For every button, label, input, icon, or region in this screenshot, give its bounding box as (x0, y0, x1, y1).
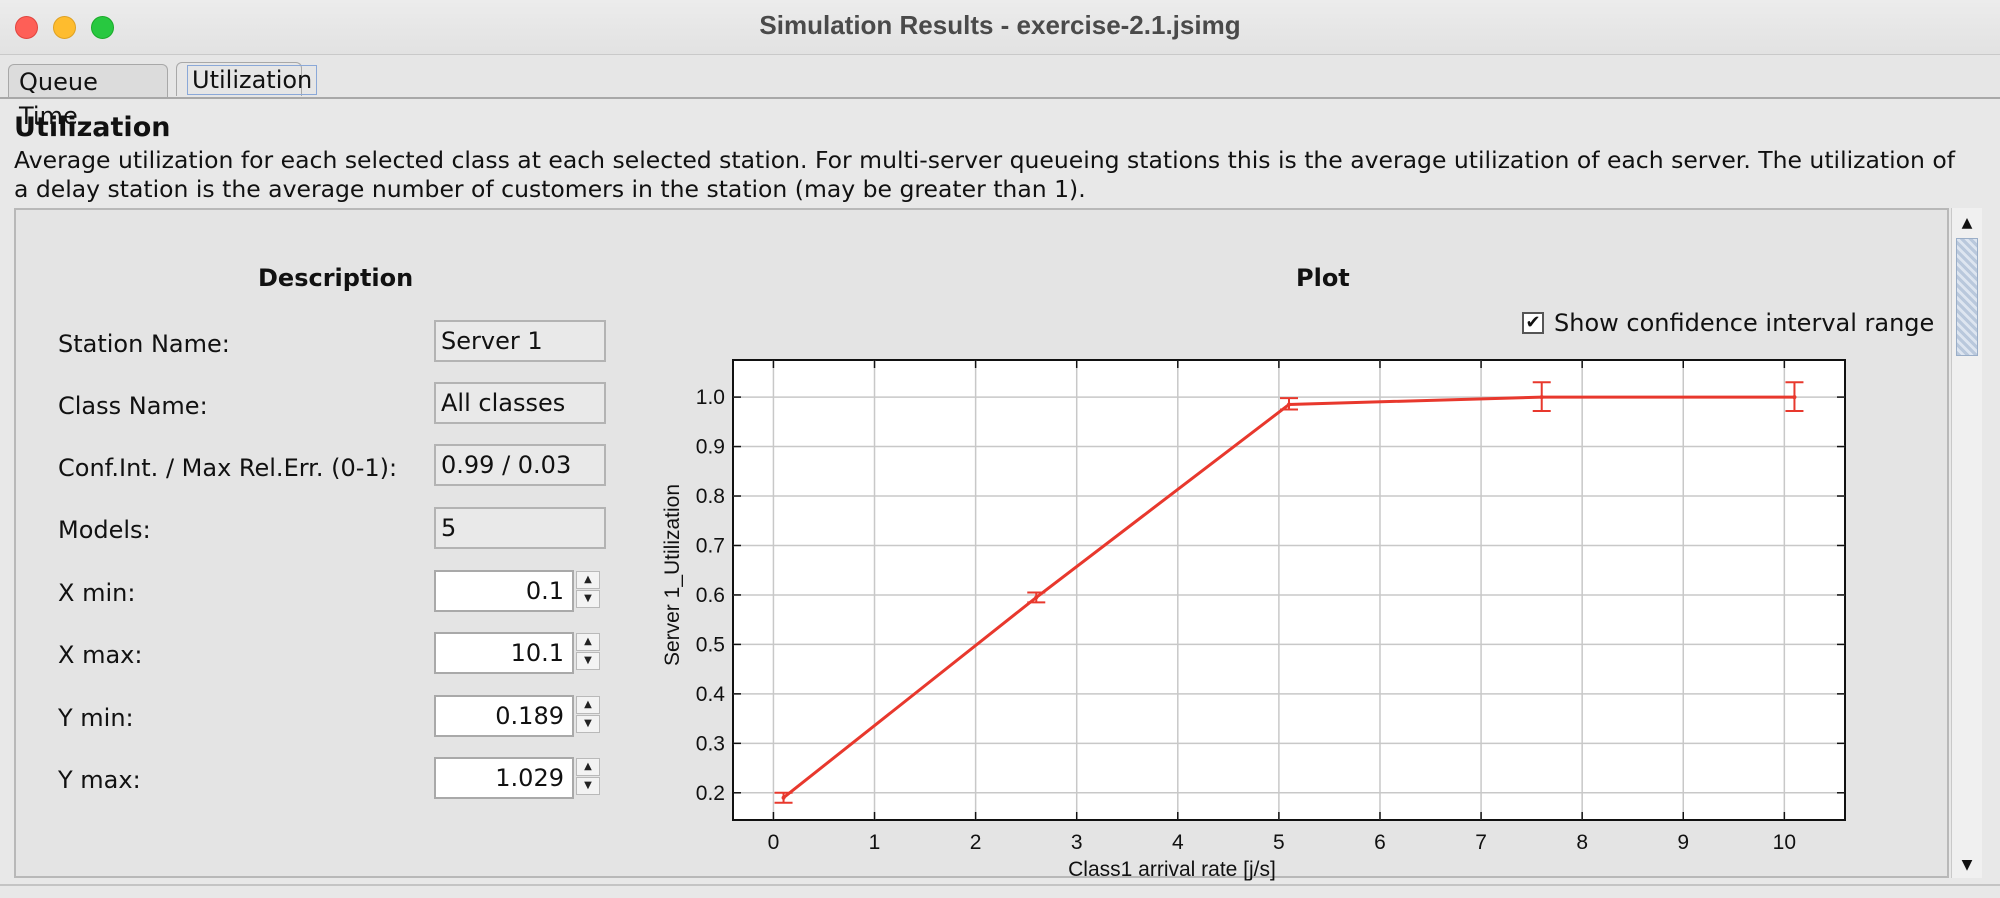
data-point (1287, 402, 1291, 407)
x-axis-title: Class1 arrival rate [j/s] (1068, 858, 1276, 881)
x-tick-label: 2 (970, 831, 982, 854)
show-ci-label[interactable]: Show confidence interval range (1554, 309, 1935, 337)
conf-int-field: 0.99 / 0.03 (434, 444, 606, 486)
increment-arrow-icon[interactable]: ▲ (576, 571, 600, 589)
y-min-stepper[interactable]: ▲ ▼ (576, 695, 604, 737)
y-min-input[interactable]: 0.189 (434, 695, 574, 737)
x-tick-label: 8 (1576, 831, 1588, 854)
vertical-scrollbar[interactable]: ▲ ▼ (1951, 208, 1982, 878)
y-tick-label: 0.4 (696, 683, 726, 706)
y-tick-label: 0.5 (696, 633, 725, 656)
decrement-arrow-icon[interactable]: ▼ (576, 777, 600, 795)
tab-strip (0, 55, 2000, 99)
show-ci-checkbox[interactable]: ✔ (1522, 312, 1544, 334)
x-tick-label: 6 (1374, 831, 1386, 854)
class-name-label: Class Name: (58, 392, 208, 420)
y-max-label: Y max: (58, 766, 141, 794)
data-point (781, 795, 786, 800)
increment-arrow-icon[interactable]: ▲ (576, 696, 600, 714)
x-tick-label: 9 (1677, 831, 1689, 854)
tab-divider (0, 97, 2000, 99)
y-tick-label: 0.9 (696, 436, 725, 459)
x-min-stepper[interactable]: ▲ ▼ (576, 570, 604, 612)
x-tick-label: 5 (1273, 831, 1285, 854)
y-tick-label: 0.6 (696, 584, 725, 607)
increment-arrow-icon[interactable]: ▲ (576, 758, 600, 776)
x-tick-label: 10 (1773, 831, 1796, 854)
x-tick-label: 0 (768, 831, 780, 854)
y-axis-title: Server 1_Utilization (661, 484, 684, 666)
y-min-label: Y min: (58, 704, 134, 732)
page-description: Average utilization for each selected cl… (14, 146, 1955, 203)
tab-utilization[interactable]: Utilization (176, 62, 318, 96)
close-window-button[interactable] (15, 16, 38, 39)
scroll-up-arrow-icon[interactable]: ▲ (1961, 215, 1973, 231)
plot-heading: Plot (1296, 264, 1350, 292)
page-title: Utilization (14, 112, 171, 143)
x-max-input[interactable]: 10.1 (434, 632, 574, 674)
scroll-down-arrow-icon[interactable]: ▼ (1961, 857, 1973, 873)
x-tick-label: 4 (1172, 831, 1184, 854)
decrement-arrow-icon[interactable]: ▼ (576, 590, 600, 608)
y-max-input[interactable]: 1.029 (434, 757, 574, 799)
increment-arrow-icon[interactable]: ▲ (576, 633, 600, 651)
x-min-input[interactable]: 0.1 (434, 570, 574, 612)
x-tick-label: 7 (1475, 831, 1487, 854)
conf-int-label: Conf.Int. / Max Rel.Err. (0-1): (58, 454, 398, 482)
scrollbar-thumb[interactable] (1956, 238, 1978, 356)
data-point (1792, 395, 1797, 400)
window-bottom-border (0, 884, 2000, 886)
y-max-stepper[interactable]: ▲ ▼ (576, 757, 604, 799)
tab-queue-time[interactable]: Queue Time (8, 64, 168, 130)
tab-utilization-label: Utilization (187, 65, 318, 95)
models-label: Models: (58, 516, 151, 544)
minimize-window-button[interactable] (53, 16, 76, 39)
maximize-window-button[interactable] (91, 16, 114, 39)
station-name-label: Station Name: (58, 330, 230, 358)
decrement-arrow-icon[interactable]: ▼ (576, 652, 600, 670)
x-tick-label: 1 (869, 831, 881, 854)
y-tick-label: 0.7 (696, 534, 725, 557)
decrement-arrow-icon[interactable]: ▼ (576, 715, 600, 733)
y-tick-label: 0.3 (696, 732, 725, 755)
y-tick-label: 0.8 (696, 485, 725, 508)
data-point (1539, 395, 1544, 400)
class-name-field: All classes (434, 382, 606, 424)
x-max-stepper[interactable]: ▲ ▼ (576, 632, 604, 674)
station-name-field: Server 1 (434, 320, 606, 362)
window-title: Simulation Results - exercise-2.1.jsimg (759, 10, 1241, 40)
window-titlebar: Simulation Results - exercise-2.1.jsimg (0, 0, 2000, 55)
models-field: 5 (434, 507, 606, 549)
data-point (1034, 595, 1039, 600)
x-tick-label: 3 (1071, 831, 1083, 854)
description-heading: Description (258, 264, 414, 292)
plot-area (732, 359, 1846, 821)
y-tick-label: 1.0 (696, 386, 725, 409)
y-tick-label: 0.2 (696, 782, 725, 805)
x-max-label: X max: (58, 641, 143, 669)
x-min-label: X min: (58, 579, 136, 607)
